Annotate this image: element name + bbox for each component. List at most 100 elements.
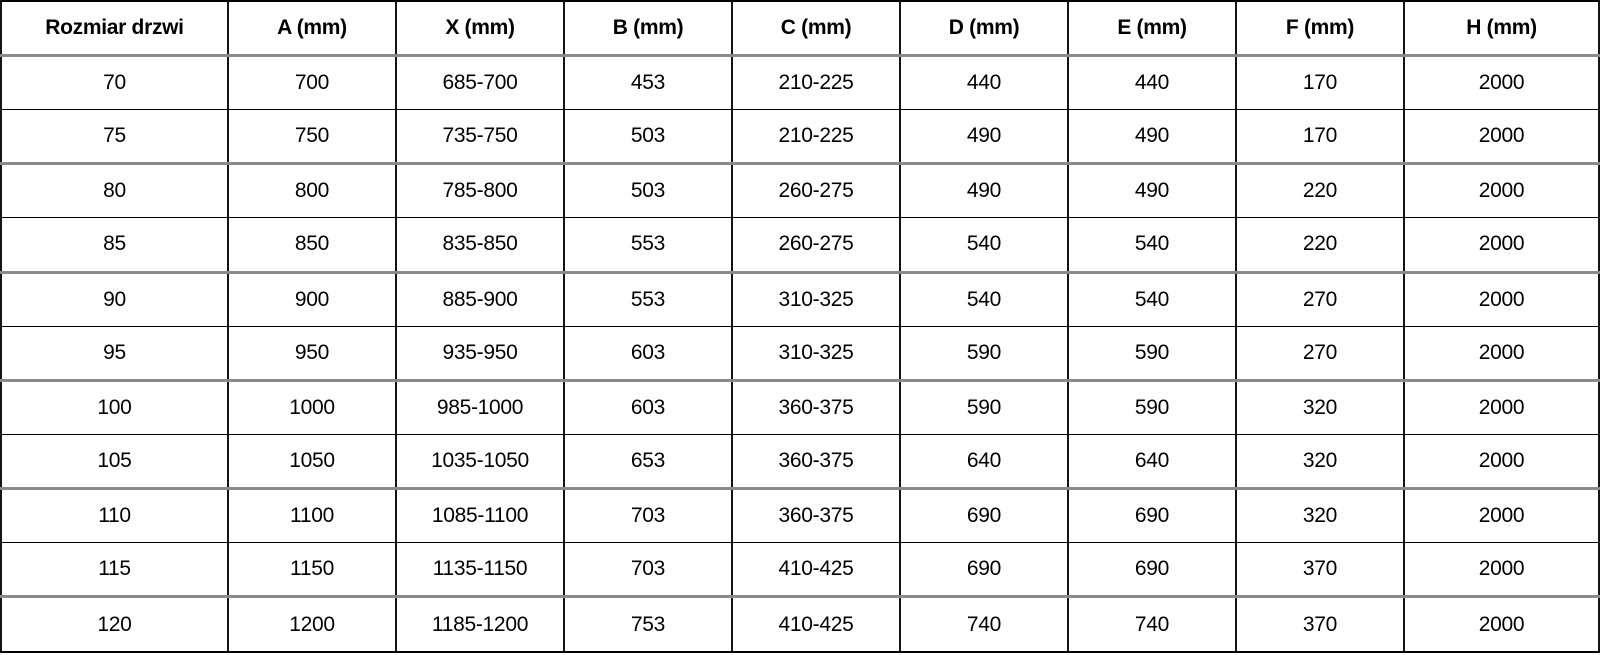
table-cell: 2000 [1403, 55, 1600, 111]
table-cell: 2000 [1403, 596, 1600, 654]
table-cell: 590 [1067, 380, 1237, 435]
table-cell: 440 [1067, 55, 1237, 111]
table-row: 80 800 785-800 503 260-275 490 490 220 2000 [0, 163, 1600, 219]
table-cell: 640 [899, 434, 1069, 491]
table-cell: 540 [1067, 272, 1237, 327]
table-cell: 835-850 [395, 217, 565, 274]
table-cell: 503 [563, 163, 733, 219]
table-cell: 1135-1150 [395, 542, 565, 599]
table-cell: 115 [0, 542, 229, 599]
table-cell: 950 [227, 326, 397, 382]
table-cell: 310-325 [731, 272, 901, 327]
table-cell: 2000 [1403, 109, 1600, 166]
table-cell: 490 [899, 109, 1069, 166]
table-cell: 490 [1067, 163, 1237, 219]
table-cell: 105 [0, 434, 229, 491]
table-cell: 260-275 [731, 217, 901, 274]
table-cell: 2000 [1403, 488, 1600, 544]
table-cell: 440 [899, 55, 1069, 111]
table-body: 70 700 685-700 453 210-225 440 440 170 2000 75 750… [0, 55, 1600, 654]
column-header-b: B (mm) [563, 1, 733, 57]
table-cell: 503 [563, 109, 733, 166]
table-cell: 553 [563, 272, 733, 327]
table-cell: 100 [0, 380, 229, 435]
table-cell: 553 [563, 217, 733, 274]
column-header-f: F (mm) [1235, 1, 1405, 57]
table-row: 75 750 735-750 503 210-225 490 490 170 2000 [0, 109, 1600, 166]
table-cell: 750 [227, 109, 397, 166]
table-cell: 753 [563, 596, 733, 654]
table-cell: 603 [563, 326, 733, 382]
table-cell: 690 [1067, 542, 1237, 599]
table-cell: 985-1000 [395, 380, 565, 435]
table-cell: 270 [1235, 326, 1405, 382]
table-cell: 1100 [227, 488, 397, 544]
table-row: 90 900 885-900 553 310-325 540 540 270 2000 [0, 272, 1600, 327]
table-cell: 590 [899, 380, 1069, 435]
table-cell: 2000 [1403, 163, 1600, 219]
table-cell: 210-225 [731, 109, 901, 166]
table-cell: 690 [899, 488, 1069, 544]
table-cell: 735-750 [395, 109, 565, 166]
table-cell: 2000 [1403, 380, 1600, 435]
table-cell: 703 [563, 542, 733, 599]
table-cell: 703 [563, 488, 733, 544]
table-cell: 1035-1050 [395, 434, 565, 491]
table-cell: 540 [899, 272, 1069, 327]
table-cell: 270 [1235, 272, 1405, 327]
table-cell: 740 [1067, 596, 1237, 654]
table-cell: 95 [0, 326, 229, 382]
table-cell: 1185-1200 [395, 596, 565, 654]
table-cell: 80 [0, 163, 229, 219]
table-cell: 320 [1235, 380, 1405, 435]
table-cell: 785-800 [395, 163, 565, 219]
table-cell: 1150 [227, 542, 397, 599]
table-cell: 70 [0, 55, 229, 111]
table-cell: 935-950 [395, 326, 565, 382]
column-header-d: D (mm) [899, 1, 1069, 57]
table-cell: 490 [1067, 109, 1237, 166]
table-row: 85 850 835-850 553 260-275 540 540 220 2000 [0, 217, 1600, 274]
table-cell: 220 [1235, 163, 1405, 219]
table-cell: 690 [899, 542, 1069, 599]
table-cell: 885-900 [395, 272, 565, 327]
table-cell: 320 [1235, 488, 1405, 544]
column-header-x: X (mm) [395, 1, 565, 57]
table-cell: 685-700 [395, 55, 565, 111]
column-header-c: C (mm) [731, 1, 901, 57]
table-cell: 653 [563, 434, 733, 491]
table-cell: 220 [1235, 217, 1405, 274]
table-cell: 1085-1100 [395, 488, 565, 544]
table-row: 95 950 935-950 603 310-325 590 590 270 2000 [0, 326, 1600, 382]
table-cell: 640 [1067, 434, 1237, 491]
table-row: 100 1000 985-1000 603 360-375 590 590 320 2000 [0, 380, 1600, 435]
table-cell: 453 [563, 55, 733, 111]
table-cell: 170 [1235, 109, 1405, 166]
table-row: 105 1050 1035-1050 653 360-375 640 640 320 2000 [0, 434, 1600, 491]
table-row: 110 1100 1085-1100 703 360-375 690 690 320 2000 [0, 488, 1600, 544]
table-cell: 310-325 [731, 326, 901, 382]
table-cell: 1200 [227, 596, 397, 654]
table-cell: 360-375 [731, 488, 901, 544]
table-cell: 590 [1067, 326, 1237, 382]
table-cell: 2000 [1403, 542, 1600, 599]
table-cell: 110 [0, 488, 229, 544]
header-row: Rozmiar drzwi A (mm) X (mm) B (mm) C (mm… [0, 1, 1600, 57]
table-cell: 1000 [227, 380, 397, 435]
table-cell: 360-375 [731, 434, 901, 491]
table-cell: 590 [899, 326, 1069, 382]
table-cell: 603 [563, 380, 733, 435]
table-cell: 370 [1235, 596, 1405, 654]
table-cell: 1050 [227, 434, 397, 491]
table-row: 120 1200 1185-1200 753 410-425 740 740 370 2000 [0, 596, 1600, 654]
table-cell: 690 [1067, 488, 1237, 544]
table-cell: 320 [1235, 434, 1405, 491]
table-cell: 2000 [1403, 326, 1600, 382]
column-header-rozmiar-drzwi: Rozmiar drzwi [0, 1, 229, 57]
table-cell: 90 [0, 272, 229, 327]
table-cell: 2000 [1403, 217, 1600, 274]
table-cell: 540 [899, 217, 1069, 274]
table-cell: 75 [0, 109, 229, 166]
